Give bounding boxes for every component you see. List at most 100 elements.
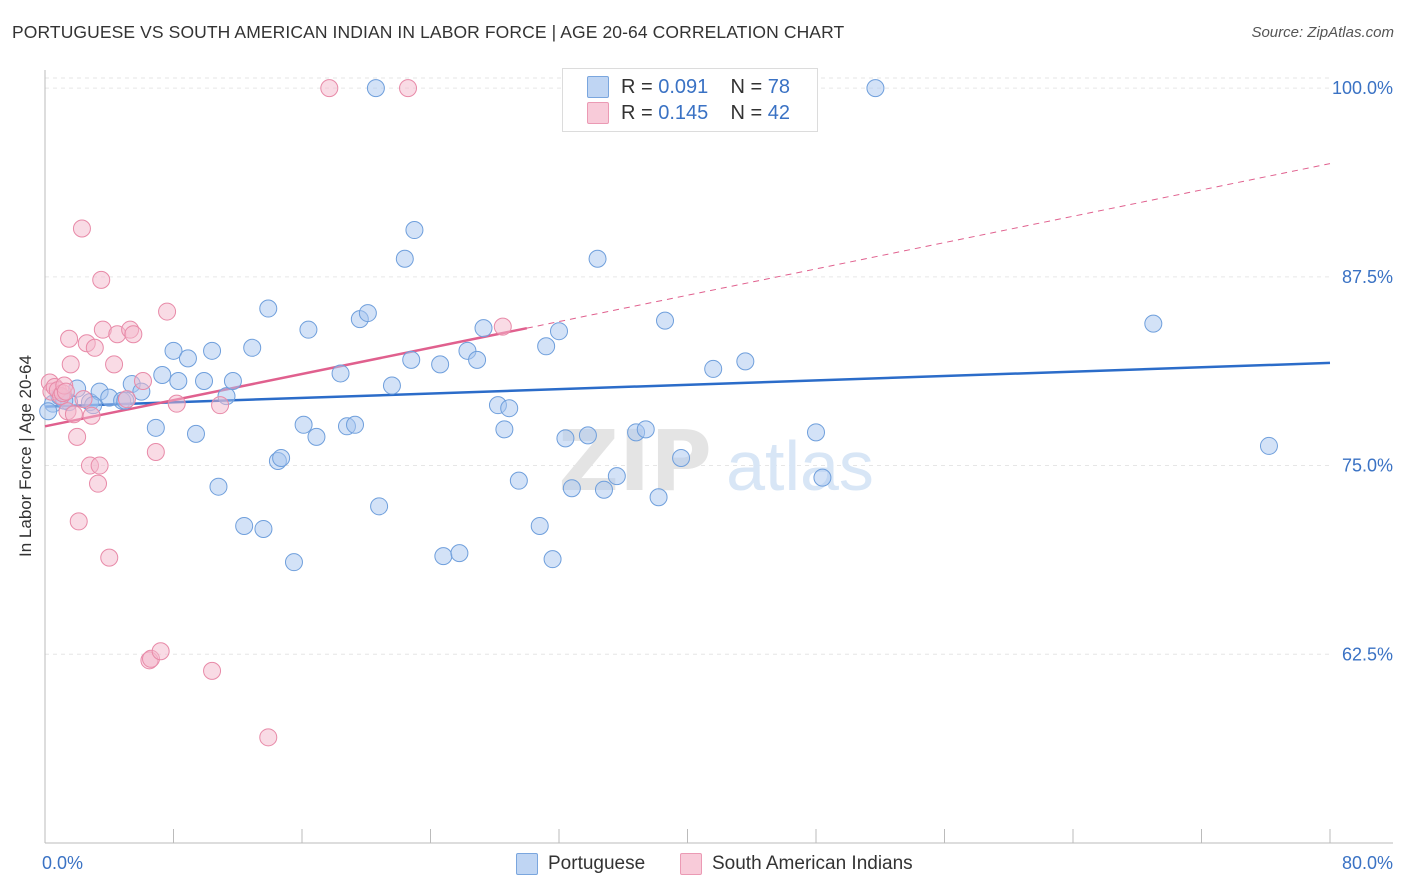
point-portuguese [594,480,613,499]
point-south-american-indians [60,329,79,348]
point-south-american-indians [100,548,119,567]
point-portuguese [1144,314,1163,333]
point-south-american-indians [399,79,418,98]
point-portuguese [550,322,568,341]
y-tick-label: 62.5% [1342,644,1393,664]
point-portuguese [866,79,885,98]
point-portuguese [656,311,675,330]
trend-lines [44,163,1331,428]
point-portuguese [382,376,401,395]
legend-n-value-portuguese: 78 [767,75,791,98]
legend-r-label: R = [621,101,653,124]
point-south-american-indians [61,355,80,374]
point-portuguese [209,477,228,496]
point-south-american-indians [82,406,101,425]
point-portuguese [736,352,755,371]
chart-title: PORTUGUESE VS SOUTH AMERICAN INDIAN IN L… [12,22,845,42]
grid-lines [45,77,1330,655]
point-portuguese [495,420,514,439]
y-axis-label: In Labor Force | Age 20-64 [16,355,35,557]
point-south-american-indians [167,394,186,413]
point-portuguese [450,544,469,563]
trend-line [44,361,1331,408]
point-portuguese [405,221,424,240]
point-south-american-indians [320,79,339,98]
point-portuguese [395,249,414,268]
point-portuguese [243,338,262,357]
point-portuguese [272,449,291,468]
point-portuguese [556,429,575,448]
point-south-american-indians [69,512,88,531]
legend-swatch-south-american-indians [680,853,702,875]
x-tick-label-max: 80.0% [1341,853,1393,873]
point-portuguese [195,372,214,391]
data-points [39,79,1278,747]
point-portuguese [235,516,254,535]
bottom-legend-south-american-indians[interactable]: South American Indians [680,852,913,876]
y-tick-label: 87.5% [1342,267,1393,287]
chart-source: Source: ZipAtlas.com [1251,24,1394,41]
point-portuguese [223,372,242,391]
watermark-atlas: atlas [726,427,874,505]
legend-r-value-portuguese: 0.091 [658,75,709,98]
point-south-american-indians [85,338,104,357]
point-portuguese [543,550,562,569]
legend-label-south-american-indians: South American Indians [712,853,913,874]
point-portuguese [704,359,723,378]
point-south-american-indians [89,474,108,493]
point-south-american-indians [74,390,93,409]
trend-line [44,326,528,428]
x-tick-label-min: 0.0% [42,853,84,873]
point-south-american-indians [56,382,75,401]
legend-swatch-south-american-indians [587,102,609,124]
point-portuguese [434,547,453,566]
point-portuguese [358,304,377,323]
legend-n-value-south-american-indians: 42 [767,101,791,124]
point-portuguese [39,402,58,421]
point-portuguese [346,415,365,434]
point-portuguese [588,249,607,268]
point-portuguese [366,79,385,98]
point-portuguese [672,449,691,468]
point-portuguese [146,418,165,437]
point-portuguese [562,479,581,498]
legend-n-label: N = [730,101,763,124]
point-south-american-indians [158,302,177,321]
point-portuguese [284,553,303,572]
point-portuguese [607,467,626,486]
legend-r-value-south-american-indians: 0.145 [658,101,709,124]
point-portuguese [294,415,313,434]
correlation-legend: R = 0.091 N = 78 R = 0.145 N = 42 [562,68,818,132]
point-south-american-indians [90,456,109,475]
point-south-american-indians [151,642,170,661]
point-portuguese [259,299,278,318]
bottom-legend-portuguese[interactable]: Portuguese [516,852,645,876]
point-portuguese [1259,436,1278,455]
point-portuguese [509,471,528,490]
point-south-american-indians [259,728,278,747]
point-portuguese [254,519,273,538]
point-south-american-indians [117,390,136,409]
point-portuguese [431,355,450,374]
point-portuguese [153,365,172,384]
point-portuguese [474,319,493,338]
point-portuguese [500,399,519,418]
legend-swatch-portuguese [587,76,609,98]
point-portuguese [307,427,326,446]
point-portuguese [299,320,318,339]
legend-n-label: N = [730,75,763,98]
point-portuguese [530,516,549,535]
point-portuguese [178,349,197,368]
point-south-american-indians [92,270,111,289]
point-south-american-indians [146,442,165,461]
point-south-american-indians [68,427,87,446]
axes [44,70,1393,844]
point-portuguese [402,350,421,369]
legend-r-label: R = [621,75,653,98]
point-south-american-indians [203,661,222,680]
point-south-american-indians [493,317,512,336]
point-portuguese [164,341,183,360]
y-tick-label: 100.0% [1332,78,1393,98]
point-portuguese [807,423,825,442]
point-portuguese [331,364,350,383]
